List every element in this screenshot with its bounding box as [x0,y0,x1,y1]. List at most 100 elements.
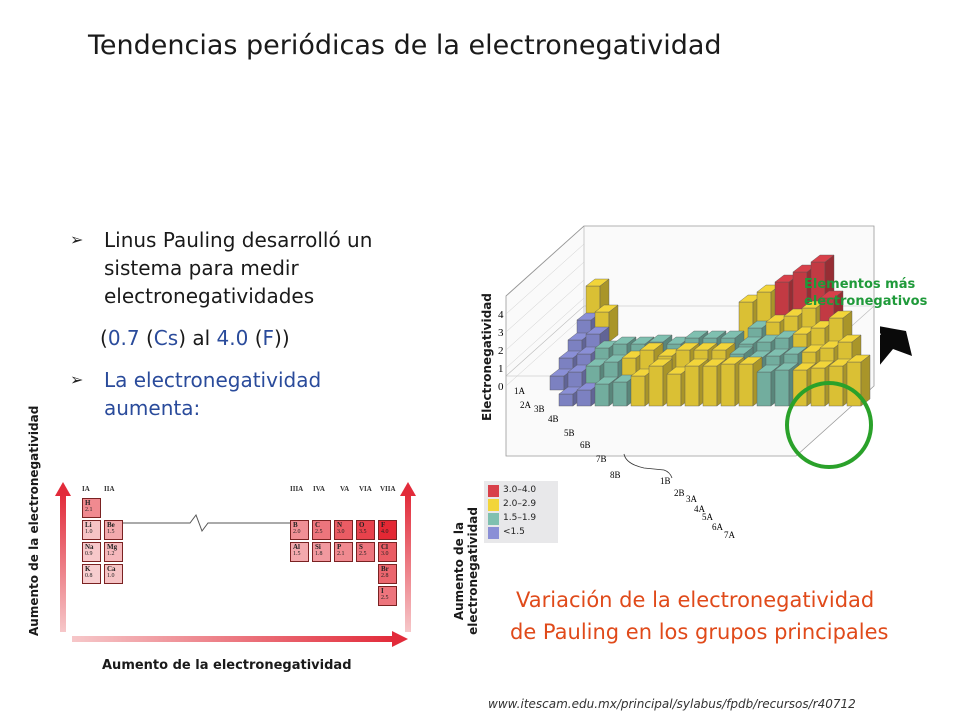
element-symbol: Na [85,543,94,551]
group-label-3d: 7B [596,454,607,464]
element-value: 1.5 [293,551,301,557]
element-symbol: B [293,521,298,529]
legend-label: 3.0–4.0 [503,485,537,495]
group-label-3d: 8B [610,470,621,480]
axis-3d-tick: 1 [498,363,504,375]
element-symbol: P [337,543,342,551]
element-symbol: H [85,499,91,507]
element-value: 1.8 [315,551,323,557]
element-symbol: Cl [381,543,388,551]
axis-3d-tick: 0 [498,381,504,393]
axis-3d-tick: 4 [498,309,504,321]
element-cell-ca: Ca 1.0 [104,564,123,584]
element-value: 0.9 [85,551,93,557]
element-symbol: Be [107,521,115,529]
range-close: ) [281,326,290,350]
caption-line-2: de Pauling en los grupos principales [510,620,889,644]
group-label-3d: 3B [534,404,545,414]
group-header: IIIA [290,485,304,493]
caption-line-1: Variación de la electronegatividad [516,588,875,612]
element-cell-i: I 2.5 [378,586,397,606]
callout-most-electronegative: Elementos más electronegativos [804,277,928,309]
element-cell-k: K 0.8 [82,564,101,584]
element-value: 2.1 [337,551,345,557]
element-cell-o: O 3.5 [356,520,375,540]
element-value: 2.8 [381,573,389,579]
element-symbol: S [359,543,363,551]
group-label-3d: 2B [674,488,685,498]
legend-label: <1.5 [503,527,525,537]
electronegativity-range: (0.7 (Cs) al 4.0 (F)) [100,326,290,350]
element-symbol: Al [293,543,300,551]
vertical-arrow-right [400,482,416,632]
element-cell-s: S 2.5 [356,542,375,562]
element-cell-na: Na 0.9 [82,542,101,562]
element-cell-al: Al 1.5 [290,542,309,562]
group-label-3d: 7A [724,530,736,540]
element-symbol: Ca [107,565,116,573]
element-cell-b: B 2.0 [290,520,309,540]
axis-3d-tick: 2 [498,345,504,357]
bracket-8b [623,453,673,479]
group-label-3d: 4A [694,504,706,514]
bullet-text: La electronegatividad aumenta: [104,368,322,420]
element-cell-be: Be 1.5 [104,520,123,540]
range-open: ( [100,326,108,350]
axis-3d-label: Electronegatividad [480,293,494,421]
group-label-3d: 6A [712,522,724,532]
bars-3d [549,254,871,407]
element-cell-f: F 4.0 [378,520,397,540]
group-header: VIA [359,485,372,493]
legend-swatch [488,513,499,525]
element-symbol: Li [85,521,92,529]
legend-swatch [488,527,499,539]
range-max-symbol: F [262,326,275,350]
legend-label: 2.0–2.9 [503,499,537,509]
group-label-3d: 5B [564,428,575,438]
element-value: 0.8 [85,573,93,579]
element-cell-p: P 2.1 [334,542,353,562]
element-symbol: Br [381,565,389,573]
axis-3d-ticks: 0 1 2 3 4 [498,243,585,393]
element-symbol: Si [315,543,321,551]
source-url: www.itescam.edu.mx/principal/sylabus/fpd… [488,697,856,711]
element-value: 1.0 [85,529,93,535]
table-break-line [118,513,292,533]
group-label-3d: 4B [548,414,559,424]
range-mid: al [186,326,217,350]
horizontal-arrow [72,631,408,647]
bullet-text: Linus Pauling desarrolló un sistema para… [104,228,373,308]
element-value: 2.1 [85,507,93,513]
vertical-arrow-left [55,482,71,632]
element-symbol: I [381,587,384,595]
group-label-3d: 6B [580,440,591,450]
group-header: VIIA [380,485,396,493]
element-symbol: O [359,521,365,529]
group-label-3d: 1A [514,386,526,396]
axis-3d-tick: 3 [498,327,504,339]
element-symbol: K [85,565,91,573]
group-header: IVA [313,485,325,493]
arrow-bullet-icon: ➢ [70,370,84,389]
group-header: IIA [104,485,115,493]
group-header: IA [82,485,90,493]
range-min-value: 0.7 [107,326,140,350]
legend-swatch [488,485,499,497]
element-value: 3.0 [381,551,389,557]
element-value: 3.0 [337,529,345,535]
element-cell-mg: Mg 1.2 [104,542,123,562]
element-cell-h: H 2.1 [82,498,101,518]
group-label-3d: 5A [702,512,714,522]
horizontal-label: Aumento de la electronegatividad [102,658,352,673]
element-cell-c: C 2.5 [312,520,331,540]
range-min-symbol: Cs [153,326,179,350]
element-value: 4.0 [381,529,389,535]
element-value: 1.5 [107,529,115,535]
range-max-value: 4.0 [216,326,249,350]
element-symbol: F [381,521,386,529]
slide-title: Tendencias periódicas de la electronegat… [88,30,722,61]
group-label-3d: 3A [686,494,698,504]
arrow-bullet-icon: ➢ [70,230,84,249]
group-label-3d: 2A [520,400,532,410]
